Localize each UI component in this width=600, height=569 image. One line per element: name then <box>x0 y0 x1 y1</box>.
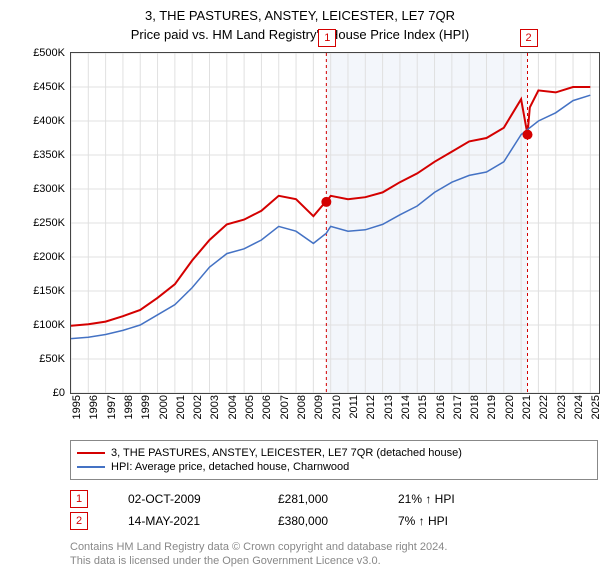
y-tick-label: £50K <box>39 353 65 365</box>
x-tick-label: 2014 <box>400 395 412 419</box>
x-tick-label: 2022 <box>538 395 550 419</box>
legend-label: HPI: Average price, detached house, Char… <box>111 461 349 473</box>
x-tick-label: 2008 <box>296 395 308 419</box>
event-marker: 1 <box>70 490 88 508</box>
x-tick-label: 2019 <box>486 395 498 419</box>
attribution-footer: Contains HM Land Registry data © Crown c… <box>70 540 580 569</box>
x-tick-label: 2013 <box>383 395 395 419</box>
event-marker: 2 <box>70 512 88 530</box>
x-tick-label: 1999 <box>140 395 152 419</box>
x-tick-label: 2000 <box>158 395 170 419</box>
event-delta: 7% ↑ HPI <box>398 514 448 528</box>
x-tick-label: 2011 <box>348 395 360 419</box>
page-title: 3, THE PASTURES, ANSTEY, LEICESTER, LE7 … <box>20 8 580 23</box>
legend-swatch <box>77 466 105 468</box>
page-subtitle: Price paid vs. HM Land Registry's House … <box>20 27 580 42</box>
x-tick-label: 1996 <box>88 395 100 419</box>
y-tick-label: £450K <box>33 81 65 93</box>
event-date: 14-MAY-2021 <box>128 514 238 528</box>
y-tick-label: £500K <box>33 47 65 59</box>
x-tick-label: 2021 <box>521 395 533 419</box>
price-chart: £0£50K£100K£150K£200K£250K£300K£350K£400… <box>70 52 600 394</box>
x-tick-label: 2010 <box>331 395 343 419</box>
x-tick-label: 2007 <box>279 395 291 419</box>
x-tick-label: 2003 <box>209 395 221 419</box>
event-date: 02-OCT-2009 <box>128 492 238 506</box>
event-price: £380,000 <box>278 514 358 528</box>
legend-label: 3, THE PASTURES, ANSTEY, LEICESTER, LE7 … <box>111 447 462 459</box>
x-tick-label: 1995 <box>71 395 83 419</box>
y-tick-label: £150K <box>33 285 65 297</box>
x-tick-label: 2016 <box>435 395 447 419</box>
legend-swatch <box>77 452 105 454</box>
x-tick-label: 2002 <box>192 395 204 419</box>
event-marker-box: 2 <box>520 29 538 47</box>
y-tick-label: £0 <box>53 387 65 399</box>
x-axis-ticks: 1995 1996 1997 1998 1999 2000 2001 2002 2003 2004… <box>71 393 599 433</box>
event-row: 2 14-MAY-2021 £380,000 7% ↑ HPI <box>70 512 580 530</box>
footer-line-1: Contains HM Land Registry data © Crown c… <box>70 540 580 554</box>
y-tick-label: £300K <box>33 183 65 195</box>
event-marker-box: 1 <box>318 29 336 47</box>
legend: 3, THE PASTURES, ANSTEY, LEICESTER, LE7 … <box>70 440 598 480</box>
legend-row: 3, THE PASTURES, ANSTEY, LEICESTER, LE7 … <box>77 447 591 459</box>
footer-line-2: This data is licensed under the Open Gov… <box>70 554 580 568</box>
y-tick-label: £100K <box>33 319 65 331</box>
x-tick-label: 2006 <box>261 395 273 419</box>
x-tick-label: 2005 <box>244 395 256 419</box>
event-row: 1 02-OCT-2009 £281,000 21% ↑ HPI <box>70 490 580 508</box>
x-tick-label: 2009 <box>313 395 325 419</box>
chart-svg <box>71 53 599 393</box>
x-tick-label: 2015 <box>417 395 429 419</box>
y-tick-label: £350K <box>33 149 65 161</box>
x-tick-label: 2023 <box>556 395 568 419</box>
x-tick-label: 2025 <box>590 395 600 419</box>
x-tick-label: 2020 <box>504 395 516 419</box>
y-tick-label: £200K <box>33 251 65 263</box>
y-axis-ticks: £0£50K£100K£150K£200K£250K£300K£350K£400… <box>21 53 67 393</box>
x-tick-label: 2017 <box>452 395 464 419</box>
x-tick-label: 2001 <box>175 395 187 419</box>
events-table: 1 02-OCT-2009 £281,000 21% ↑ HPI 2 14-MAY-202… <box>70 490 580 530</box>
x-tick-label: 1998 <box>123 395 135 419</box>
legend-row: HPI: Average price, detached house, Char… <box>77 461 591 473</box>
x-tick-label: 2024 <box>573 395 585 419</box>
x-tick-label: 2018 <box>469 395 481 419</box>
y-tick-label: £250K <box>33 217 65 229</box>
x-tick-label: 2004 <box>227 395 239 419</box>
x-tick-label: 1997 <box>106 395 118 419</box>
event-price: £281,000 <box>278 492 358 506</box>
event-delta: 21% ↑ HPI <box>398 492 455 506</box>
y-tick-label: £400K <box>33 115 65 127</box>
x-tick-label: 2012 <box>365 395 377 419</box>
